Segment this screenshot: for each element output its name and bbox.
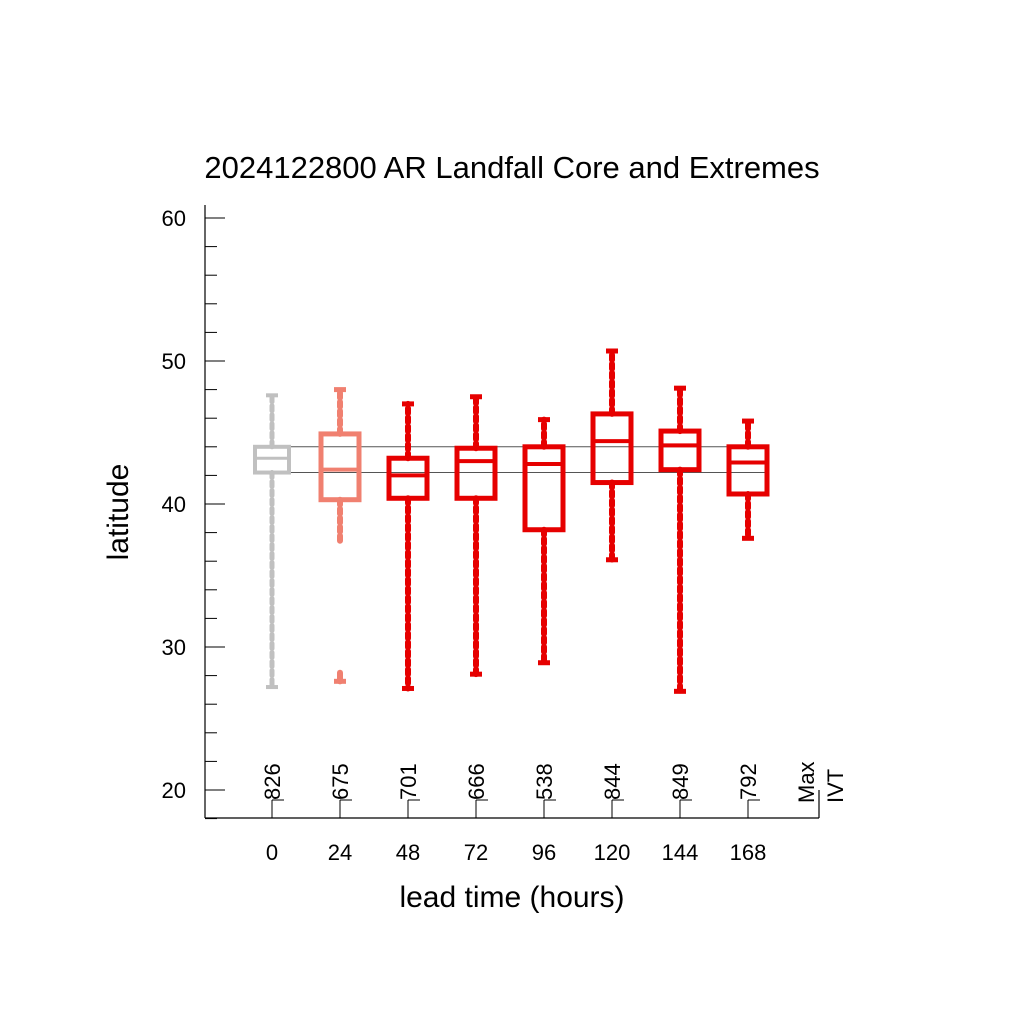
y-tick-label: 40	[162, 492, 186, 517]
count-label: 792	[736, 763, 761, 800]
iqr-box	[658, 428, 702, 473]
count-label: 538	[532, 763, 557, 800]
x-tick-label: 168	[730, 840, 767, 865]
count-label: 701	[396, 763, 421, 800]
iqr-box	[386, 455, 430, 501]
y-tick-label: 30	[162, 635, 186, 660]
x-tick-label: 24	[328, 840, 352, 865]
iqr-box	[454, 445, 498, 501]
count-label: 675	[328, 763, 353, 800]
counts-end-label-line2: IVT	[823, 769, 848, 803]
count-label: 826	[260, 763, 285, 800]
y-axis-label: latitude	[102, 464, 135, 561]
x-tick-label: 0	[266, 840, 278, 865]
x-axis-label: lead time (hours)	[399, 881, 624, 914]
plot-area: 20 30 40 50 60 0 24 48 72 96 120 144 168 826 675 701 666…	[162, 205, 848, 865]
y-tick-label: 50	[162, 349, 186, 374]
iqr-box	[522, 444, 566, 533]
count-label: 849	[668, 763, 693, 800]
y-tick-label: 20	[162, 778, 186, 803]
x-tick-label: 48	[396, 840, 420, 865]
x-tick-label: 96	[532, 840, 556, 865]
y-tick-label: 60	[162, 206, 186, 231]
iqr-box	[318, 431, 362, 503]
iqr-box	[726, 444, 770, 497]
x-tick-label: 120	[594, 840, 631, 865]
count-label: 666	[464, 763, 489, 800]
iqr-box	[590, 411, 634, 486]
counts-end-label-line1: Max	[794, 761, 819, 803]
chart-title: 2024122800 AR Landfall Core and Extremes	[204, 150, 819, 185]
x-tick-label: 72	[464, 840, 488, 865]
x-tick-label: 144	[662, 840, 699, 865]
count-label: 844	[600, 763, 625, 800]
